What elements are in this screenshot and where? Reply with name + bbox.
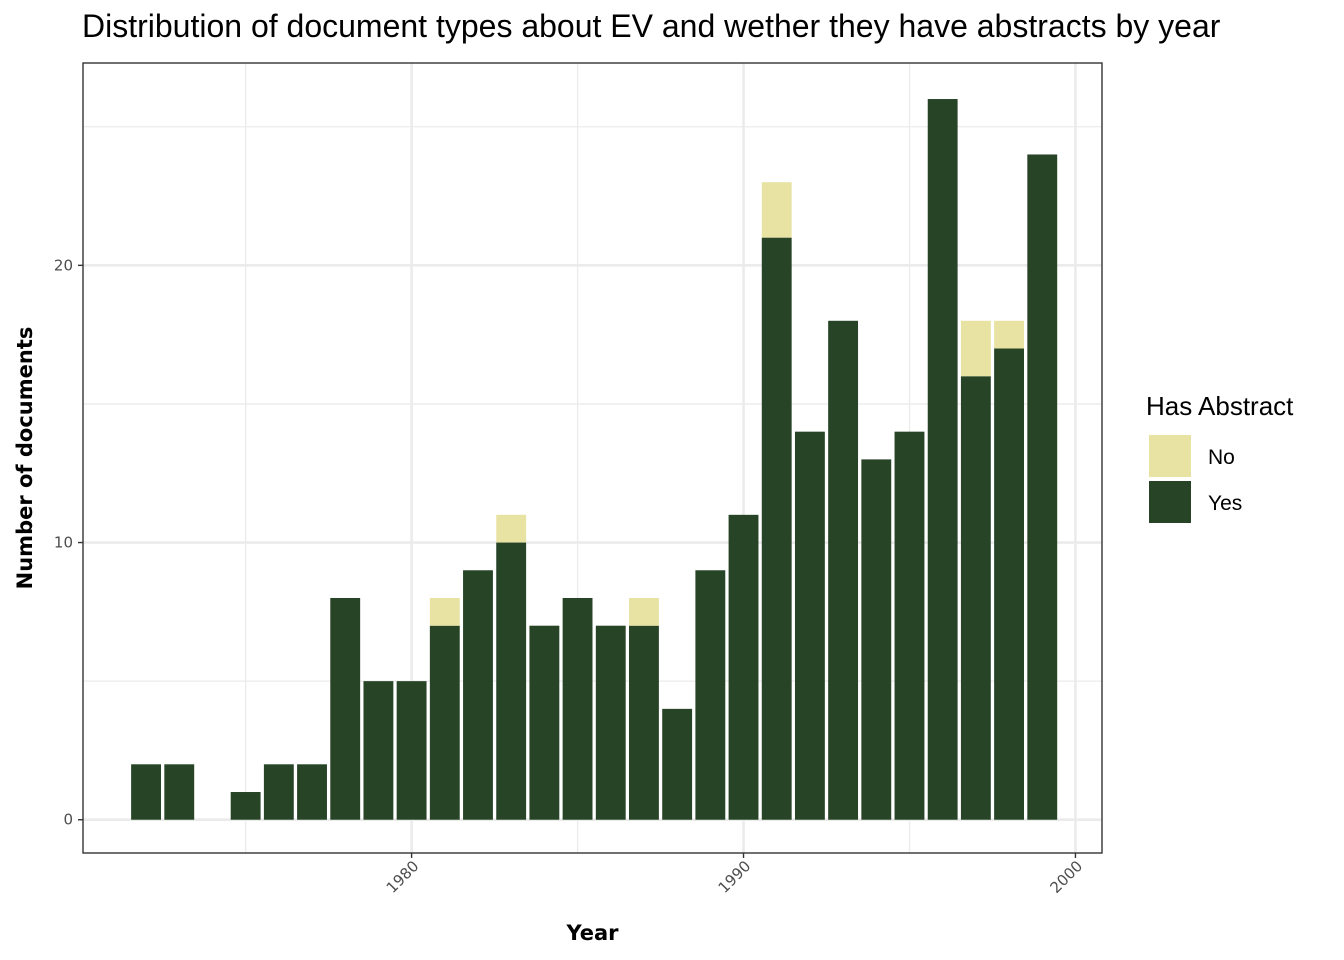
legend-title: Has Abstract (1146, 391, 1294, 421)
bar-yes-1977 (297, 764, 327, 820)
bars (131, 99, 1058, 820)
x-axis-title: Year (565, 921, 619, 945)
bar-yes-1999 (1027, 154, 1058, 820)
bar-no-1981 (429, 597, 460, 626)
x-tick-label: 1980 (383, 857, 423, 897)
y-tick-label: 20 (54, 256, 73, 274)
bar-no-1991 (761, 182, 792, 238)
legend-label-yes: Yes (1208, 492, 1242, 515)
bar-no-1997 (960, 320, 991, 377)
x-tick-label: 2000 (1047, 857, 1087, 897)
x-tick-label: 1990 (715, 857, 755, 897)
bar-yes-1996 (927, 99, 958, 820)
legend-key-no (1149, 435, 1191, 477)
bar-yes-1993 (828, 320, 859, 820)
bar-yes-1973 (164, 764, 195, 820)
bar-yes-1976 (263, 764, 294, 820)
bar-yes-1997 (960, 376, 991, 820)
y-axis-title: Number of documents (13, 327, 37, 590)
bar-no-1983 (496, 514, 527, 543)
bar-yes-1980 (396, 681, 427, 820)
bar-yes-1991 (761, 237, 792, 820)
panel-border (82, 62, 1103, 854)
bar-yes-1981 (429, 625, 460, 820)
chart-title: Distribution of document types about EV … (82, 8, 1221, 44)
bar-yes-1984 (529, 625, 560, 820)
bar-yes-1995 (894, 431, 925, 820)
bar-yes-1992 (794, 431, 825, 820)
bar-yes-1990 (728, 514, 759, 820)
bar-yes-1979 (363, 681, 394, 820)
bar-yes-1975 (230, 792, 261, 820)
bar-yes-1982 (463, 570, 493, 820)
legend: Has Abstract No Yes (1146, 391, 1294, 523)
bar-yes-1989 (695, 570, 726, 820)
bar-yes-1988 (662, 708, 693, 820)
bar-no-1998 (994, 320, 1024, 349)
y-tick-label: 10 (54, 534, 73, 552)
bar-yes-1987 (629, 625, 659, 820)
bar-yes-1986 (595, 625, 626, 820)
legend-key-yes (1149, 481, 1191, 523)
bar-no-1987 (629, 597, 659, 626)
bar-yes-1983 (496, 542, 527, 820)
bar-yes-1998 (994, 348, 1024, 820)
bar-yes-1978 (330, 597, 361, 820)
y-tick-label: 0 (63, 811, 73, 829)
bar-yes-1972 (131, 764, 162, 820)
legend-label-no: No (1208, 446, 1235, 469)
bar-yes-1994 (861, 459, 892, 820)
bar-yes-1985 (562, 597, 593, 820)
